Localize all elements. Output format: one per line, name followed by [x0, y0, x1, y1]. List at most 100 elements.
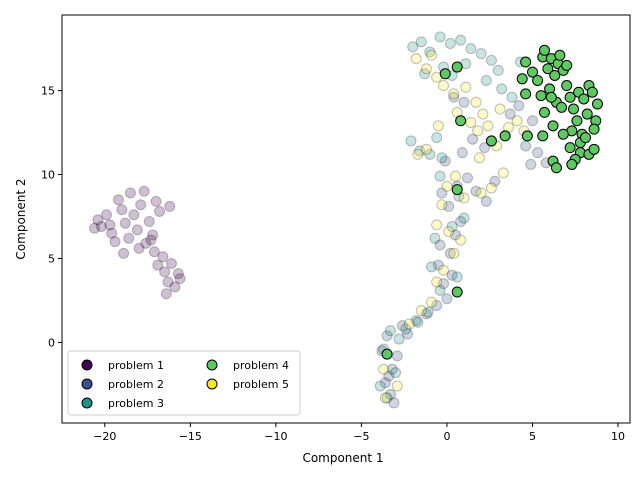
point-problem-3-7: [424, 46, 436, 58]
point-problem-1-21: [169, 281, 181, 293]
point-problem-4-37: [499, 130, 511, 142]
x-tick-label: 10: [611, 430, 625, 443]
point-problem-5-7: [470, 96, 482, 108]
point-problem-5-28: [436, 199, 448, 211]
point-problem-4-31: [547, 120, 559, 132]
point-problem-1-33: [145, 234, 157, 246]
point-problem-5-15: [482, 120, 494, 132]
point-problem-2-14: [438, 278, 450, 290]
point-problem-5-25: [458, 192, 470, 204]
point-problem-4-32: [538, 106, 550, 118]
point-problem-2-12: [431, 299, 443, 311]
point-problem-1-9: [128, 209, 140, 221]
point-problem-4-44: [566, 158, 578, 170]
point-problem-3-14: [492, 64, 504, 76]
series-problem-2: [376, 91, 552, 409]
point-problem-5-11: [432, 120, 444, 132]
point-problem-4-36: [521, 130, 533, 142]
legend: problem 1 problem 2 problem 3 problem 4 prob…: [67, 350, 301, 416]
point-problem-4-15: [561, 80, 573, 92]
point-problem-3-36: [390, 367, 402, 379]
point-problem-1-15: [150, 195, 162, 207]
point-problem-3-18: [419, 68, 431, 80]
point-problem-3-32: [412, 316, 424, 328]
x-tick-label: −15: [179, 430, 202, 443]
point-problem-2-1: [384, 388, 396, 400]
point-problem-2-33: [532, 147, 544, 159]
legend-entry-problem-3: problem 3: [81, 397, 164, 410]
point-problem-4-34: [520, 88, 532, 100]
point-problem-1-1: [95, 221, 107, 233]
legend-label: problem 3: [108, 397, 164, 410]
point-problem-3-4: [436, 152, 448, 164]
point-problem-3-31: [422, 306, 434, 318]
point-problem-4-16: [564, 91, 576, 103]
x-tick-label: 0: [443, 430, 450, 443]
point-problem-5-30: [455, 234, 467, 246]
point-problem-5-20: [473, 152, 485, 164]
x-tick-label: 5: [529, 430, 536, 443]
point-problem-4-9: [554, 49, 566, 61]
point-problem-5-6: [460, 81, 472, 93]
point-problem-4-24: [571, 115, 583, 127]
legend-label: problem 4: [233, 359, 289, 372]
point-problem-5-4: [438, 80, 450, 92]
y-tick-label: 5: [48, 252, 55, 265]
point-problem-3-11: [465, 43, 477, 55]
point-problem-2-5: [386, 363, 398, 375]
point-problem-1-22: [172, 268, 184, 280]
point-problem-2-36: [504, 108, 516, 120]
point-problem-2-40: [458, 96, 470, 108]
point-problem-2-3: [383, 370, 395, 382]
x-tick-label: −20: [93, 430, 116, 443]
point-problem-2-2: [388, 397, 400, 409]
point-problem-3-30: [434, 284, 446, 296]
x-axis-label: Component 1: [302, 451, 383, 465]
point-problem-4-39: [564, 142, 576, 154]
point-problem-2-21: [443, 200, 455, 212]
point-problem-4-11: [561, 59, 573, 71]
point-problem-3-21: [506, 91, 518, 103]
point-problem-2-17: [444, 247, 456, 259]
y-axis-label: Component 2: [14, 178, 28, 259]
point-problem-3-1: [414, 145, 426, 157]
point-problem-5-8: [477, 108, 489, 120]
point-problem-4-2: [532, 74, 544, 86]
point-problem-1-3: [106, 227, 118, 239]
point-problem-3-19: [480, 74, 492, 86]
point-problem-1-23: [174, 273, 186, 285]
point-problem-3-12: [475, 48, 487, 60]
point-problem-1-26: [133, 242, 145, 254]
point-problem-1-19: [162, 276, 174, 288]
point-problem-3-13: [485, 54, 497, 66]
point-problem-4-20: [586, 86, 598, 98]
point-problem-1-32: [104, 219, 116, 231]
point-problem-2-29: [456, 147, 468, 159]
point-problem-4-5: [542, 63, 554, 75]
point-problem-1-20: [165, 257, 177, 269]
x-tick-label: −10: [264, 430, 287, 443]
point-problem-2-19: [449, 229, 461, 241]
point-problem-1-2: [100, 209, 112, 221]
point-problem-3-0: [405, 135, 417, 147]
series-problem-4: [381, 44, 603, 360]
point-problem-3-23: [434, 170, 446, 182]
point-problem-1-34: [152, 259, 164, 271]
point-problem-3-33: [400, 323, 412, 335]
point-problem-4-52: [455, 115, 467, 127]
point-problem-5-35: [415, 305, 427, 317]
point-problem-5-31: [431, 219, 443, 231]
point-problem-5-33: [448, 247, 460, 259]
point-problem-1-7: [123, 232, 135, 244]
point-problem-3-9: [444, 38, 456, 50]
point-problem-5-40: [391, 380, 403, 392]
point-problem-2-15: [446, 269, 458, 281]
point-problem-3-2: [424, 148, 436, 160]
legend-entry-problem-4: problem 4: [206, 359, 289, 372]
point-problem-2-11: [420, 308, 432, 320]
point-problem-1-12: [140, 237, 152, 249]
point-problem-4-0: [520, 56, 532, 68]
point-problem-1-4: [112, 194, 124, 206]
point-problem-2-39: [448, 91, 460, 103]
